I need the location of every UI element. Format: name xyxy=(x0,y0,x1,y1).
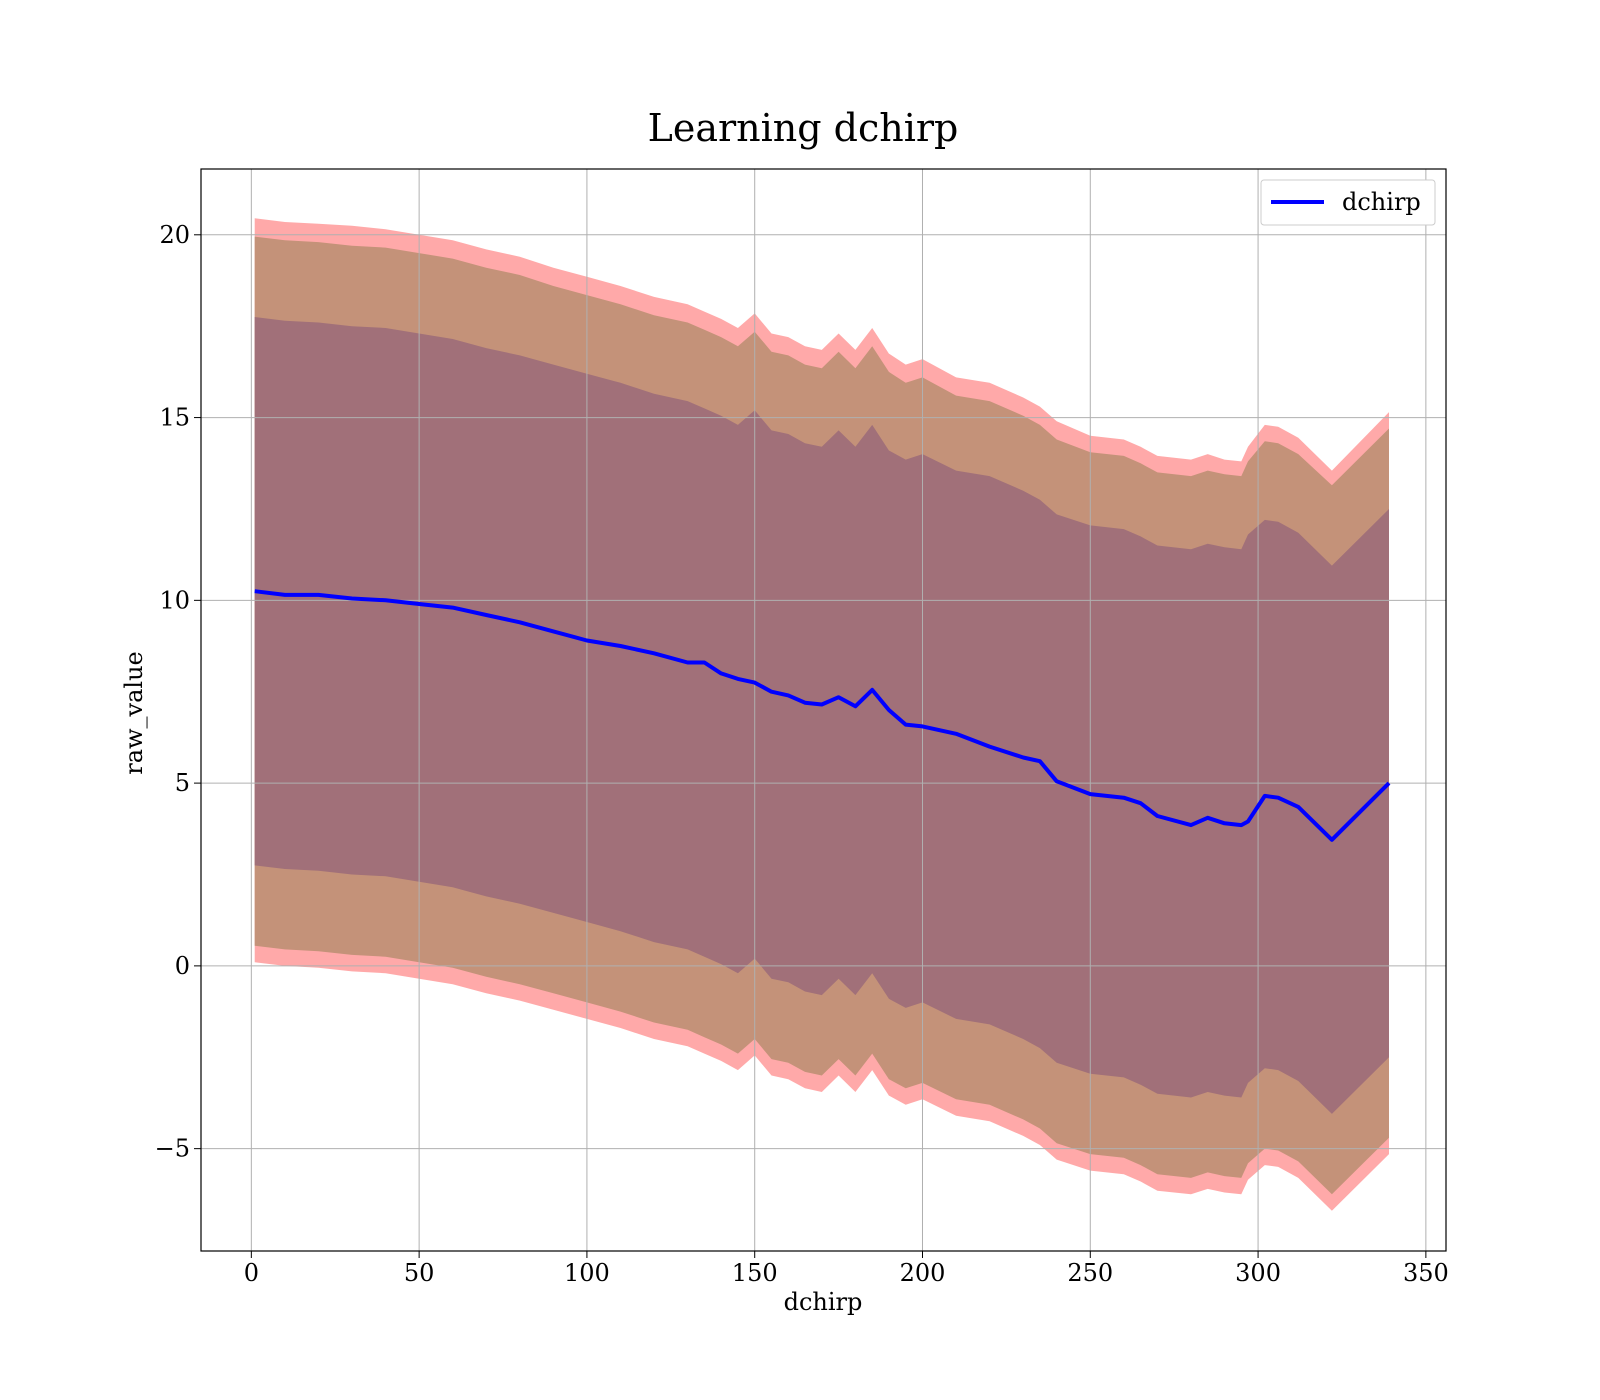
axes-frame xyxy=(200,168,1447,1252)
y-tick-label-4: 15 xyxy=(159,404,190,432)
x-tick-label-4: 200 xyxy=(900,1259,946,1287)
y-tick-label-5: 20 xyxy=(159,221,190,249)
y-tick-label-2: 5 xyxy=(175,769,190,797)
y-tick-label-3: 10 xyxy=(159,586,190,614)
legend-label-dchirp: dchirp xyxy=(1342,188,1421,216)
x-tick-label-7: 350 xyxy=(1403,1259,1449,1287)
y-axis-label: raw_value xyxy=(120,651,148,775)
x-tick-label-3: 150 xyxy=(732,1259,778,1287)
y-tick-label-1: 0 xyxy=(175,952,190,980)
x-tick-label-0: 0 xyxy=(244,1259,259,1287)
x-tick-label-6: 300 xyxy=(1235,1259,1281,1287)
y-tick-label-0: −5 xyxy=(155,1135,190,1163)
x-axis-label: dchirp xyxy=(784,1288,863,1316)
x-tick-label-5: 250 xyxy=(1067,1259,1113,1287)
legend: dchirp xyxy=(1260,179,1436,226)
plot-area: 0 50 100 150 200 250 300 350 −5 0 5 10 15 20 xyxy=(155,168,1449,1287)
band-inner xyxy=(254,317,1390,1114)
series-line-dchirp xyxy=(254,589,1391,842)
legend-frame xyxy=(1260,179,1436,226)
chart-title: Learning dchirp xyxy=(648,106,959,150)
x-tick-label-1: 50 xyxy=(404,1259,435,1287)
x-tick-label-2: 100 xyxy=(564,1259,610,1287)
